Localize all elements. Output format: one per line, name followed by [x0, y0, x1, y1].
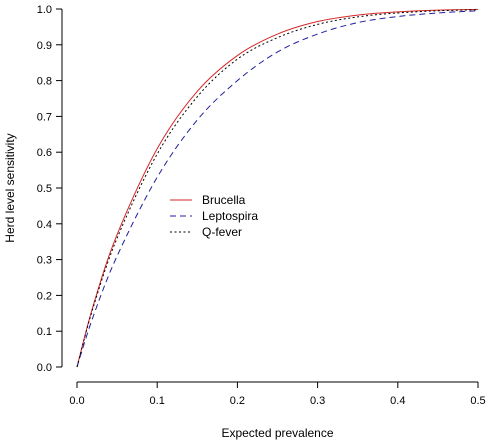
y-tick-label: 0.8 [37, 76, 52, 88]
series-line-leptospira [76, 10, 479, 368]
legend-label-brucella: Brucella [202, 193, 246, 207]
x-tick-label: 0.4 [390, 395, 405, 407]
y-tick-label: 0.2 [37, 290, 52, 302]
plot-lines [76, 8, 479, 368]
y-axis: 0.0 0.1 0.2 0.3 0.4 0.5 0.6 0.7 0.8 0.9 1.0 [37, 4, 63, 374]
y-tick-label: 0.7 [37, 111, 52, 123]
y-tick-label: 0.6 [37, 147, 52, 159]
y-tick-label: 0.4 [37, 219, 52, 231]
legend-label-q-fever: Q-fever [202, 225, 242, 239]
x-tick-label: 0.5 [470, 395, 485, 407]
y-tick-label: 0.3 [37, 255, 52, 267]
x-tick-label: 0.3 [310, 395, 325, 407]
y-tick-label: 0.0 [37, 362, 52, 374]
y-tick-label: 0.5 [37, 183, 52, 195]
x-tick-label: 0.2 [230, 395, 245, 407]
y-tick-label: 0.9 [37, 40, 52, 52]
x-tick-label: 0.0 [69, 395, 84, 407]
y-tick-label: 0.1 [37, 326, 52, 338]
x-axis-title: Expected prevalence [221, 426, 333, 440]
series-line-q-fever [76, 9, 479, 368]
x-axis: 0.0 0.1 0.2 0.3 0.4 0.5 [69, 381, 486, 407]
legend-label-leptospira: Leptospira [202, 209, 258, 223]
y-axis-title: Herd level sensitivity [3, 133, 17, 242]
series-line-brucella [76, 8, 479, 368]
y-tick-label: 1.0 [37, 4, 52, 16]
x-tick-label: 0.1 [150, 395, 165, 407]
legend: Brucella Leptospira Q-fever [170, 193, 258, 239]
